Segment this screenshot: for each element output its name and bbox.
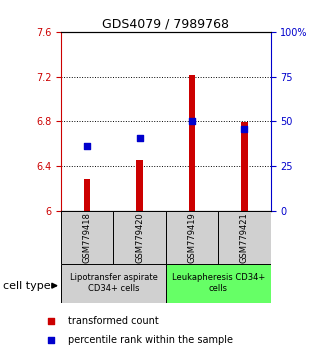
Bar	[137, 160, 143, 211]
Text: percentile rank within the sample: percentile rank within the sample	[68, 335, 233, 345]
Bar	[166, 211, 218, 264]
Point	[242, 126, 247, 132]
Point	[189, 118, 195, 124]
Point	[84, 143, 90, 149]
Text: GSM779419: GSM779419	[187, 212, 197, 263]
Bar	[166, 264, 271, 303]
Text: GSM779418: GSM779418	[83, 212, 92, 263]
Bar	[61, 211, 114, 264]
Bar	[241, 122, 248, 211]
Bar	[84, 179, 90, 211]
Text: Leukapheresis CD34+
cells: Leukapheresis CD34+ cells	[172, 274, 265, 293]
Point	[137, 135, 142, 141]
Text: GSM779421: GSM779421	[240, 212, 249, 263]
Bar	[61, 264, 166, 303]
Text: Lipotransfer aspirate
CD34+ cells: Lipotransfer aspirate CD34+ cells	[70, 274, 157, 293]
Text: transformed count: transformed count	[68, 316, 158, 326]
Text: GSM779420: GSM779420	[135, 212, 144, 263]
Point	[48, 337, 53, 343]
Point	[48, 318, 53, 324]
Title: GDS4079 / 7989768: GDS4079 / 7989768	[102, 18, 229, 31]
Bar	[114, 211, 166, 264]
Bar	[218, 211, 271, 264]
Bar	[189, 75, 195, 211]
Text: cell type: cell type	[3, 281, 51, 291]
